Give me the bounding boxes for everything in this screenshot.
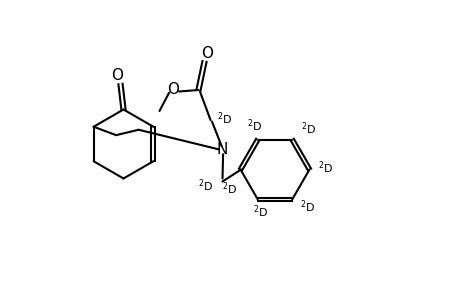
Text: O: O bbox=[111, 68, 123, 83]
Text: $^{2}$D: $^{2}$D bbox=[252, 203, 268, 220]
Text: $^{2}$D: $^{2}$D bbox=[299, 199, 314, 215]
Text: O: O bbox=[201, 46, 213, 62]
Text: $^{2}$D: $^{2}$D bbox=[217, 110, 232, 127]
Text: O: O bbox=[167, 82, 179, 98]
Text: N: N bbox=[216, 142, 228, 158]
Text: $^{2}$D: $^{2}$D bbox=[198, 178, 213, 194]
Text: $^{2}$D: $^{2}$D bbox=[318, 160, 333, 176]
Text: $^{2}$D: $^{2}$D bbox=[222, 181, 237, 197]
Text: $^{2}$D: $^{2}$D bbox=[301, 121, 316, 137]
Text: $^{2}$D: $^{2}$D bbox=[246, 118, 262, 134]
